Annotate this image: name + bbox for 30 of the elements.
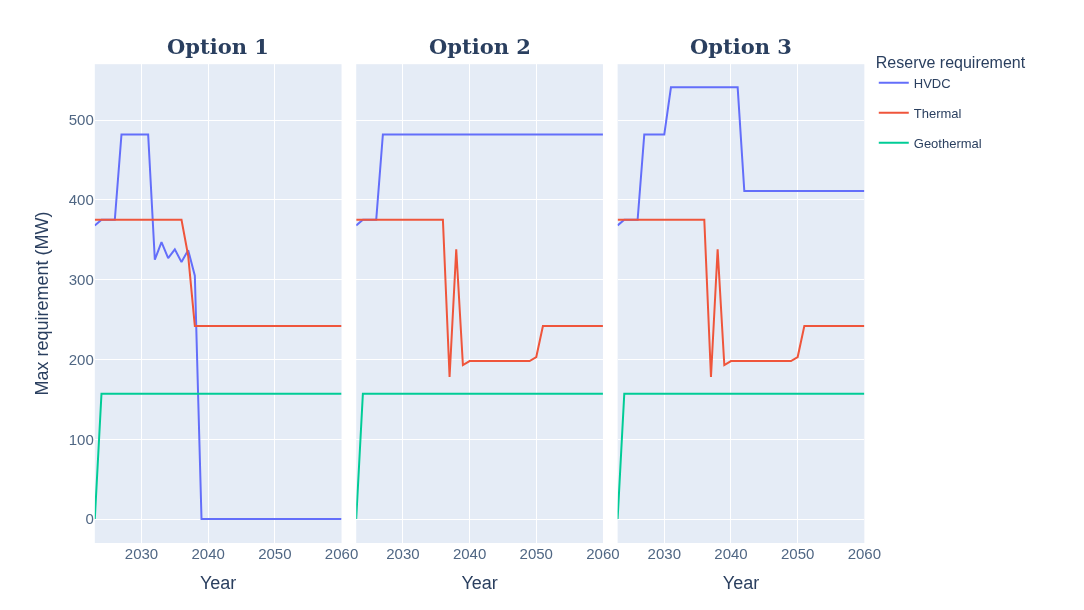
x-tick-label: 2060 xyxy=(586,545,620,562)
chart-title: Option 3 xyxy=(690,34,792,59)
x-axis-title: Year xyxy=(199,573,237,594)
x-tick-label: 2030 xyxy=(386,545,420,562)
x-axis-title: Year xyxy=(722,573,760,594)
x-tick-label: 2050 xyxy=(519,545,553,562)
x-tick-label: 2060 xyxy=(324,545,359,562)
x-tick-label: 2040 xyxy=(191,545,225,562)
legend-title: Reserve requirement xyxy=(875,53,1026,71)
y-tick-label: 300 xyxy=(68,270,94,288)
x-axis-title: Year xyxy=(461,573,498,594)
legend-label: Geothermal xyxy=(913,135,982,151)
x-tick-label: 2050 xyxy=(258,545,292,562)
x-tick-label: 2030 xyxy=(124,545,159,562)
y-axis-title: Max requirement (MW) xyxy=(31,211,52,396)
x-tick-label: 2060 xyxy=(847,545,882,562)
legend-label: Thermal xyxy=(913,105,962,121)
y-tick-label: 500 xyxy=(68,111,94,129)
x-tick-label: 2050 xyxy=(780,545,815,562)
chart-title: Option 1 xyxy=(167,34,269,59)
y-tick-label: 400 xyxy=(68,191,94,209)
x-tick-label: 2040 xyxy=(452,545,487,562)
y-tick-label: 200 xyxy=(68,350,94,368)
x-tick-label: 2040 xyxy=(714,545,748,562)
y-tick-label: 100 xyxy=(68,430,94,448)
x-tick-label: 2030 xyxy=(647,545,681,562)
chart-title: Option 2 xyxy=(429,34,531,59)
y-tick-label: 0 xyxy=(85,510,94,528)
line-series xyxy=(94,133,342,521)
legend-label: HVDC xyxy=(913,75,951,91)
